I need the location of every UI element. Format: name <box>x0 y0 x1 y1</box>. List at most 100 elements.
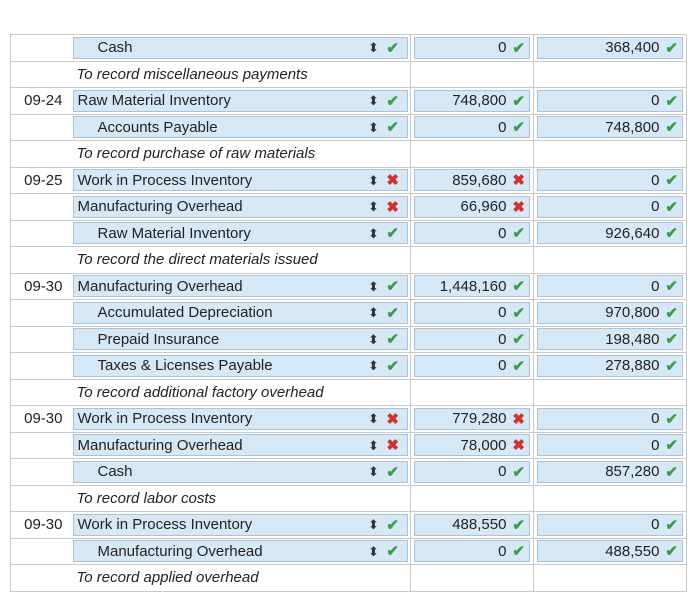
date-cell <box>10 246 67 274</box>
up-down-selector-icon[interactable]: ⬍ <box>367 93 379 109</box>
account-select[interactable]: Accounts Payable ⬍ ✔ <box>72 116 408 139</box>
debit-cell-empty <box>410 246 534 274</box>
up-down-selector-icon[interactable]: ⬍ <box>367 172 379 188</box>
journal-row: Accumulated Depreciation ⬍ ✔ 0 ✔ 970,800 ✔ <box>10 299 687 327</box>
account-select[interactable]: Prepaid Insurance ⬍ ✔ <box>72 328 408 351</box>
debit-input[interactable]: 0 ✔ <box>414 328 530 351</box>
debit-input[interactable]: 0 ✔ <box>414 222 530 245</box>
debit-input[interactable]: 78,000 ✖ <box>414 434 530 457</box>
up-down-selector-icon[interactable]: ⬍ <box>367 331 379 347</box>
account-select[interactable]: Taxes & Licenses Payable ⬍ ✔ <box>72 354 408 377</box>
account-select[interactable]: Work in Process Inventory ⬍ ✖ <box>72 407 408 430</box>
credit-input[interactable]: 748,800 ✔ <box>537 116 683 139</box>
credit-input[interactable]: 857,280 ✔ <box>537 460 683 483</box>
incorrect-x-icon: ✖ <box>386 172 399 190</box>
account-select[interactable]: Work in Process Inventory ⬍ ✖ <box>72 169 408 192</box>
debit-input[interactable]: 0 ✔ <box>414 460 530 483</box>
account-name: Raw Material Inventory <box>97 224 251 242</box>
correct-check-icon: ✔ <box>665 119 678 137</box>
account-cell: Work in Process Inventory ⬍ ✔ <box>66 511 411 539</box>
debit-input[interactable]: 66,960 ✖ <box>414 195 530 218</box>
explanation-row: To record applied overhead <box>10 564 687 592</box>
account-cell: Cash ⬍ ✔ <box>66 458 411 486</box>
account-select[interactable]: Raw Material Inventory ⬍ ✔ <box>72 89 408 112</box>
account-select[interactable]: Manufacturing Overhead ⬍ ✖ <box>72 434 408 457</box>
up-down-selector-icon[interactable]: ⬍ <box>367 464 379 480</box>
debit-amount: 0 <box>498 118 507 136</box>
debit-input[interactable]: 779,280 ✖ <box>414 407 530 430</box>
credit-cell-empty <box>533 246 687 274</box>
correct-check-icon: ✔ <box>512 304 525 322</box>
account-cell: Work in Process Inventory ⬍ ✖ <box>66 405 411 433</box>
account-select[interactable]: Cash ⬍ ✔ <box>72 460 408 483</box>
credit-cell: 488,550 ✔ <box>533 537 687 565</box>
correct-check-icon: ✔ <box>665 516 678 534</box>
debit-cell-empty <box>410 60 534 88</box>
account-select[interactable]: Manufacturing Overhead ⬍ ✔ <box>72 540 408 563</box>
correct-check-icon: ✔ <box>665 198 678 216</box>
up-down-selector-icon[interactable]: ⬍ <box>367 225 379 241</box>
credit-input[interactable]: 0 ✔ <box>537 434 683 457</box>
credit-cell: 0 ✔ <box>533 405 687 433</box>
explanation-cell: To record the direct materials issued <box>66 246 411 274</box>
debit-cell: 0 ✔ <box>410 458 534 486</box>
debit-cell: 0 ✔ <box>410 299 534 327</box>
correct-check-icon: ✔ <box>386 543 399 561</box>
debit-input[interactable]: 1,448,160 ✔ <box>414 275 530 298</box>
credit-input[interactable]: 0 ✔ <box>537 89 683 112</box>
account-select[interactable]: Cash ⬍ ✔ <box>72 36 408 59</box>
date-cell <box>10 193 67 221</box>
up-down-selector-icon[interactable]: ⬍ <box>367 40 379 56</box>
up-down-selector-icon[interactable]: ⬍ <box>367 278 379 294</box>
explanation-cell: To record purchase of raw materials <box>66 140 411 168</box>
credit-input[interactable]: 970,800 ✔ <box>537 301 683 324</box>
correct-check-icon: ✔ <box>665 92 678 110</box>
debit-cell: 0 ✔ <box>410 113 534 141</box>
up-down-selector-icon[interactable]: ⬍ <box>367 119 379 135</box>
up-down-selector-icon[interactable]: ⬍ <box>367 305 379 321</box>
account-select[interactable]: Raw Material Inventory ⬍ ✔ <box>72 222 408 245</box>
correct-check-icon: ✔ <box>512 463 525 481</box>
account-select[interactable]: Manufacturing Overhead ⬍ ✖ <box>72 195 408 218</box>
credit-cell: 278,880 ✔ <box>533 352 687 380</box>
credit-input[interactable]: 0 ✔ <box>537 169 683 192</box>
debit-amount: 488,550 <box>452 516 507 534</box>
correct-check-icon: ✔ <box>665 463 678 481</box>
date-cell <box>10 299 67 327</box>
debit-input[interactable]: 0 ✔ <box>414 540 530 563</box>
up-down-selector-icon[interactable]: ⬍ <box>367 358 379 374</box>
debit-input[interactable]: 0 ✔ <box>414 301 530 324</box>
correct-check-icon: ✔ <box>665 278 678 296</box>
credit-input[interactable]: 0 ✔ <box>537 513 683 536</box>
credit-input[interactable]: 278,880 ✔ <box>537 354 683 377</box>
credit-input[interactable]: 926,640 ✔ <box>537 222 683 245</box>
credit-input[interactable]: 0 ✔ <box>537 407 683 430</box>
credit-input[interactable]: 488,550 ✔ <box>537 540 683 563</box>
debit-amount: 0 <box>498 542 507 560</box>
credit-amount: 278,880 <box>605 357 660 375</box>
credit-input[interactable]: 0 ✔ <box>537 195 683 218</box>
debit-input[interactable]: 0 ✔ <box>414 116 530 139</box>
debit-input[interactable]: 748,800 ✔ <box>414 89 530 112</box>
up-down-selector-icon[interactable]: ⬍ <box>367 437 379 453</box>
up-down-selector-icon[interactable]: ⬍ <box>367 517 379 533</box>
debit-input[interactable]: 859,680 ✖ <box>414 169 530 192</box>
up-down-selector-icon[interactable]: ⬍ <box>367 543 379 559</box>
correct-check-icon: ✔ <box>386 357 399 375</box>
entry-explanation: To record purchase of raw materials <box>76 145 316 163</box>
credit-input[interactable]: 198,480 ✔ <box>537 328 683 351</box>
credit-cell: 0 ✔ <box>533 511 687 539</box>
account-select[interactable]: Manufacturing Overhead ⬍ ✔ <box>72 275 408 298</box>
account-cell: Prepaid Insurance ⬍ ✔ <box>66 325 411 353</box>
account-select[interactable]: Work in Process Inventory ⬍ ✔ <box>72 513 408 536</box>
credit-input[interactable]: 0 ✔ <box>537 275 683 298</box>
debit-input[interactable]: 0 ✔ <box>414 354 530 377</box>
up-down-selector-icon[interactable]: ⬍ <box>367 199 379 215</box>
up-down-selector-icon[interactable]: ⬍ <box>367 411 379 427</box>
credit-input[interactable]: 368,400 ✔ <box>537 36 683 59</box>
debit-input[interactable]: 488,550 ✔ <box>414 513 530 536</box>
debit-amount: 0 <box>498 304 507 322</box>
account-select[interactable]: Accumulated Depreciation ⬍ ✔ <box>72 301 408 324</box>
debit-input[interactable]: 0 ✔ <box>414 36 530 59</box>
account-name: Manufacturing Overhead <box>77 277 243 295</box>
